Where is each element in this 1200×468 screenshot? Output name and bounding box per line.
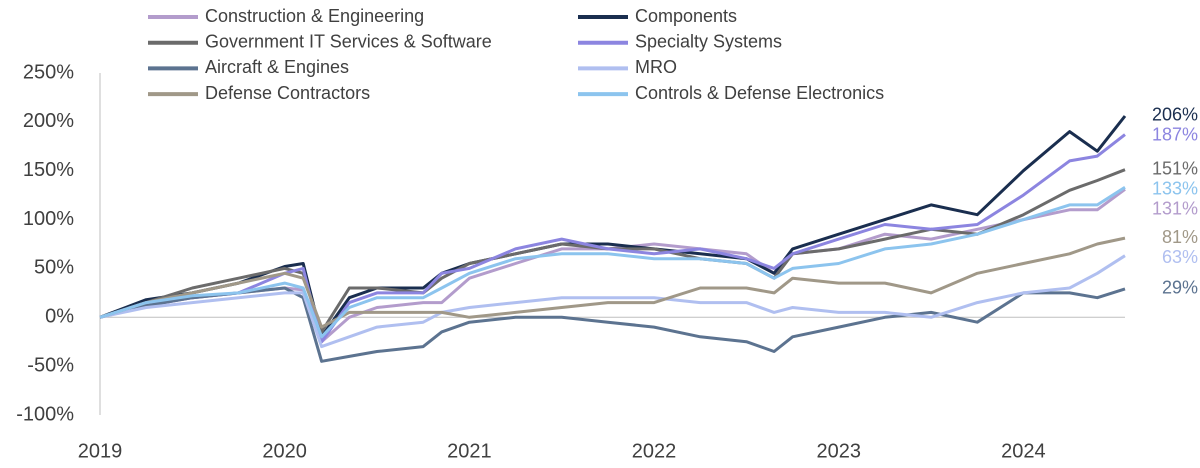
y-tick-label: 100%	[23, 208, 74, 230]
y-tick-label: 0%	[45, 306, 74, 328]
end-label: 187%	[1152, 125, 1198, 145]
legend-label: MRO	[635, 57, 677, 77]
series-line	[99, 236, 1126, 329]
legend-label: Government IT Services & Software	[205, 31, 492, 51]
end-label: 29%	[1162, 278, 1198, 298]
legend-label: Components	[635, 6, 737, 26]
legend-label: Aircraft & Engines	[205, 57, 349, 77]
end-label: 151%	[1152, 158, 1198, 178]
y-tick-label: -50%	[27, 354, 74, 376]
x-tick-label: 2024	[1001, 440, 1046, 462]
legend-label: Defense Contractors	[205, 83, 370, 103]
end-label: 81%	[1162, 227, 1198, 247]
end-label: 63%	[1162, 247, 1198, 267]
end-label: 131%	[1152, 198, 1198, 218]
legend-label: Specialty Systems	[635, 31, 782, 51]
series-line	[99, 188, 1126, 344]
end-label: 133%	[1152, 178, 1198, 198]
x-tick-label: 2021	[447, 440, 492, 462]
series-line	[99, 186, 1126, 339]
y-tick-label: 200%	[23, 110, 74, 132]
end-label: 206%	[1152, 105, 1198, 125]
y-tick-label: 250%	[23, 61, 74, 83]
y-tick-label: 50%	[34, 257, 74, 279]
y-tick-label: -100%	[16, 403, 74, 425]
legend-label: Construction & Engineering	[205, 6, 424, 26]
y-tick-label: 150%	[23, 159, 74, 181]
legend-label: Controls & Defense Electronics	[635, 83, 884, 103]
x-tick-label: 2022	[632, 440, 677, 462]
x-tick-label: 2019	[78, 440, 123, 462]
series-line	[99, 254, 1126, 349]
x-tick-label: 2020	[262, 440, 307, 462]
x-tick-label: 2023	[816, 440, 861, 462]
series-line	[99, 133, 1126, 344]
